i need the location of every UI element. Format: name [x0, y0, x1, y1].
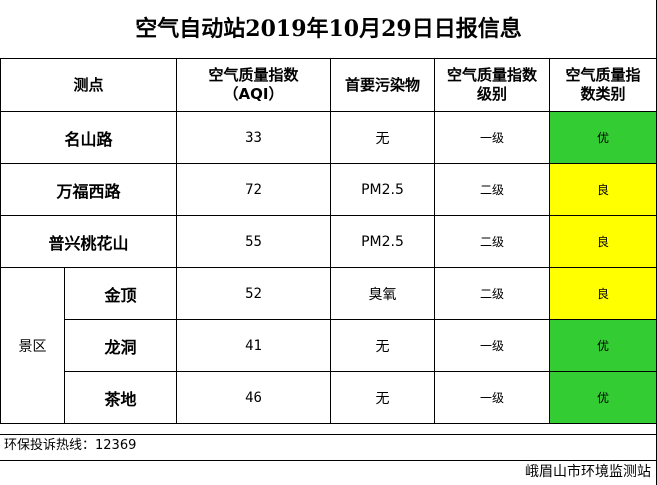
- table-row: 万福西路 72 PM2.5 二级 良: [0, 163, 657, 216]
- primary-pollutant: PM2.5: [330, 163, 436, 216]
- station-name: 峨眉山市环境监测站: [525, 464, 651, 480]
- page-title: 空气自动站2019年10月29日日报信息: [135, 16, 522, 42]
- complaint-hotline: 环保投诉热线：12369: [4, 438, 137, 453]
- aqi-level: 一级: [434, 319, 551, 372]
- primary-pollutant: 无: [330, 111, 436, 164]
- header-pollutant: 首要污染物: [330, 58, 436, 112]
- header-aqi-line1: 空气质量指数: [208, 66, 299, 84]
- table-row: 茶地 46 无 一级 优: [1, 371, 657, 424]
- header-level-line2: 级别: [477, 85, 508, 103]
- site-name: 金顶: [63, 267, 178, 320]
- header-category-line1: 空气质量指: [565, 66, 641, 84]
- header-aqi-line2: （AQI）: [223, 85, 284, 103]
- table-row: 普兴桃花山 55 PM2.5 二级 良: [0, 215, 657, 268]
- aqi-value: 55: [176, 215, 332, 268]
- site-name: 普兴桃花山: [0, 215, 178, 268]
- header-level-line1: 空气质量指数: [447, 66, 538, 84]
- aqi-category: 良: [549, 163, 657, 216]
- footer-divider-bottom: [0, 460, 657, 461]
- primary-pollutant: 无: [330, 371, 436, 424]
- header-level: 空气质量指数 级别: [434, 58, 551, 112]
- aqi-value: 33: [176, 111, 332, 164]
- site-name: 龙洞: [63, 319, 178, 372]
- aqi-category: 优: [549, 319, 657, 372]
- aqi-category: 优: [549, 371, 657, 424]
- aqi-level: 二级: [434, 163, 551, 216]
- header-aqi: 空气质量指数 （AQI）: [176, 58, 332, 112]
- header-site: 测点: [0, 58, 178, 112]
- aqi-report-table: 测点 空气质量指数 （AQI） 首要污染物 空气质量指数 级别 空气质量指 数类…: [0, 58, 657, 424]
- table-row: 景区 金顶 52 臭氧 二级 良: [0, 267, 657, 424]
- aqi-category: 良: [549, 267, 657, 320]
- aqi-value: 72: [176, 163, 332, 216]
- aqi-category: 良: [549, 215, 657, 268]
- site-name: 名山路: [0, 111, 178, 164]
- aqi-value: 52: [176, 267, 332, 320]
- table-header-row: 测点 空气质量指数 （AQI） 首要污染物 空气质量指数 级别 空气质量指 数类…: [0, 58, 657, 112]
- aqi-level: 二级: [434, 267, 551, 320]
- primary-pollutant: 臭氧: [330, 267, 436, 320]
- scenic-area-group-label: 景区: [0, 267, 65, 424]
- aqi-level: 一级: [434, 111, 551, 164]
- site-name: 茶地: [63, 371, 178, 424]
- aqi-category: 优: [549, 111, 657, 164]
- header-category: 空气质量指 数类别: [549, 58, 657, 112]
- table-row: 名山路 33 无 一级 优: [0, 111, 657, 164]
- aqi-level: 一级: [434, 371, 551, 424]
- aqi-level: 二级: [434, 215, 551, 268]
- header-category-line2: 数类别: [580, 85, 626, 103]
- aqi-value: 46: [176, 371, 332, 424]
- footer-divider-top: [0, 434, 657, 435]
- primary-pollutant: 无: [330, 319, 436, 372]
- site-name: 万福西路: [0, 163, 178, 216]
- table-row: 龙洞 41 无 一级 优: [1, 319, 657, 372]
- aqi-value: 41: [176, 319, 332, 372]
- primary-pollutant: PM2.5: [330, 215, 436, 268]
